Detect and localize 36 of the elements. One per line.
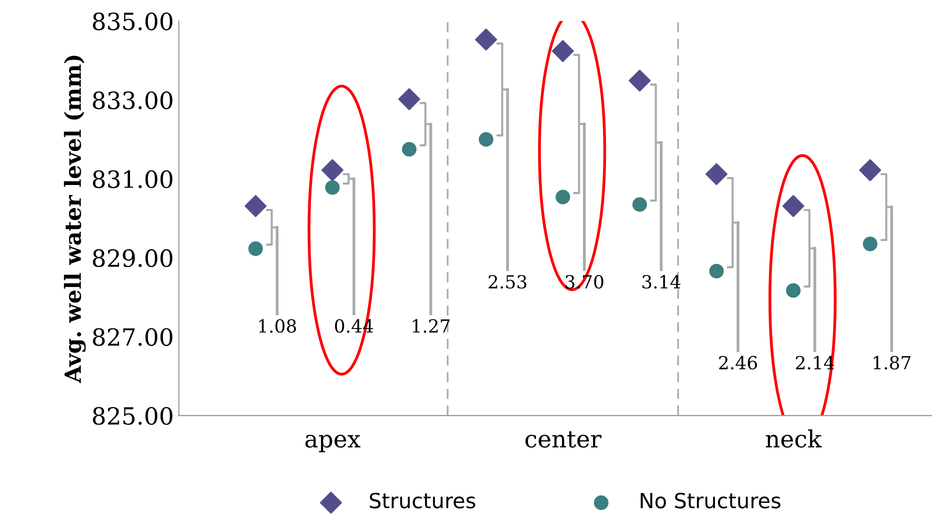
annotation: 1.08 <box>259 319 296 333</box>
annotation: 3.14 <box>642 274 680 289</box>
annotation: 2.46 <box>719 356 757 370</box>
y-tick-label: 827.00 <box>92 328 172 346</box>
point <box>398 88 420 110</box>
y-tick-label: 833.00 <box>92 91 172 110</box>
point <box>859 159 882 182</box>
legend-label: No Structures <box>640 492 780 508</box>
y-axis-title: Avg. well water level (mm) <box>64 56 86 384</box>
point <box>782 195 804 218</box>
annotation: 1.87 <box>874 356 910 370</box>
legend-label: Structures <box>370 492 476 508</box>
point <box>402 142 417 157</box>
point <box>478 132 494 147</box>
point <box>628 70 651 92</box>
point <box>248 241 263 256</box>
y-tick-label: 829.00 <box>92 249 172 268</box>
annotation: 1.27 <box>412 319 450 333</box>
point <box>321 159 344 182</box>
annotation: 2.53 <box>488 274 526 289</box>
y-tick-label: 825.00 <box>92 406 172 425</box>
x-tick-label: apex <box>305 434 360 452</box>
point <box>786 283 801 298</box>
point <box>556 190 570 204</box>
point <box>706 163 728 186</box>
point <box>862 236 878 252</box>
point <box>709 264 724 278</box>
point <box>244 195 267 218</box>
x-tick-label: center <box>525 431 602 448</box>
point <box>475 28 498 51</box>
point <box>632 197 647 212</box>
y-tick-label: 831.00 <box>92 170 172 188</box>
point <box>325 180 340 195</box>
x-tick-label: neck <box>766 429 822 448</box>
point <box>552 40 574 62</box>
y-tick-label: 835.00 <box>92 12 172 30</box>
